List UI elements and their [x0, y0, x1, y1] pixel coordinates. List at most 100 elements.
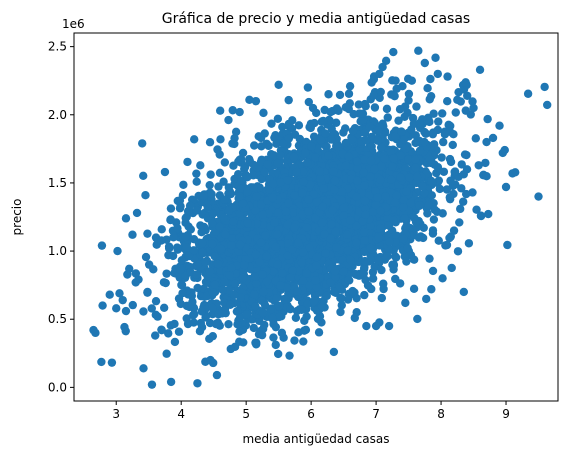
data-point — [462, 150, 471, 160]
data-point — [281, 207, 291, 216]
data-point — [291, 313, 301, 322]
data-point — [435, 184, 445, 194]
data-point — [433, 69, 443, 79]
data-point — [251, 250, 261, 259]
data-point — [206, 170, 215, 179]
data-point — [369, 207, 378, 217]
data-point — [389, 47, 398, 57]
data-point — [501, 182, 511, 192]
data-point — [332, 243, 341, 252]
data-point — [343, 295, 353, 304]
data-point — [329, 347, 339, 357]
data-point — [409, 255, 419, 264]
data-point — [376, 143, 386, 152]
data-point — [189, 135, 199, 144]
data-point — [236, 293, 245, 302]
data-point — [198, 238, 207, 248]
data-point — [330, 266, 340, 276]
data-point — [281, 295, 290, 304]
data-point — [346, 216, 355, 225]
data-point — [471, 134, 480, 143]
data-point — [333, 142, 342, 152]
data-point — [177, 280, 186, 290]
data-point — [261, 231, 270, 240]
data-point — [396, 151, 406, 160]
data-point — [272, 139, 281, 148]
data-point — [391, 253, 401, 262]
data-point — [258, 270, 267, 279]
data-point — [367, 142, 376, 151]
data-point — [256, 238, 266, 247]
data-point — [284, 95, 293, 105]
data-point — [360, 196, 370, 206]
data-point — [447, 263, 456, 273]
data-point — [263, 159, 273, 169]
data-point — [415, 201, 424, 210]
data-point — [311, 276, 320, 285]
data-point — [284, 134, 294, 143]
data-point — [257, 157, 266, 167]
data-point — [391, 132, 400, 141]
data-point — [260, 320, 269, 330]
data-point — [288, 208, 297, 218]
data-point — [373, 255, 383, 265]
data-point — [179, 180, 188, 189]
data-point — [292, 167, 301, 177]
data-point — [235, 337, 244, 346]
data-point — [273, 159, 282, 168]
data-point — [255, 183, 264, 192]
data-point — [164, 250, 173, 260]
data-point — [409, 284, 419, 294]
data-point — [208, 303, 217, 313]
data-point — [238, 199, 248, 208]
y-tick-label: 2.0 — [48, 108, 67, 122]
data-point — [262, 252, 271, 261]
data-point — [249, 289, 259, 299]
data-point — [181, 232, 190, 242]
data-point — [288, 116, 297, 125]
data-point — [316, 135, 326, 145]
data-point — [170, 319, 179, 329]
data-point — [401, 144, 410, 154]
data-point — [307, 142, 316, 151]
data-point — [461, 189, 471, 199]
data-point — [343, 246, 352, 255]
data-point — [389, 261, 399, 270]
data-point — [147, 304, 156, 313]
data-point — [251, 338, 260, 347]
data-point — [271, 340, 280, 350]
data-point — [160, 167, 170, 177]
data-point — [315, 167, 325, 176]
data-point — [418, 182, 427, 191]
data-point — [183, 157, 192, 167]
data-point — [370, 164, 379, 174]
data-point — [442, 185, 452, 194]
data-point — [488, 133, 498, 143]
data-point — [326, 107, 335, 117]
data-point — [337, 187, 347, 197]
data-point — [290, 336, 299, 345]
data-point — [481, 158, 490, 168]
data-point — [349, 109, 358, 119]
data-point — [174, 327, 184, 336]
data-point — [443, 72, 452, 81]
data-point — [311, 153, 320, 162]
data-point — [121, 306, 131, 316]
data-point — [258, 308, 268, 318]
data-point — [420, 188, 429, 198]
data-point — [192, 270, 201, 279]
data-point — [443, 97, 452, 106]
data-point — [294, 238, 303, 247]
data-point — [451, 180, 460, 189]
data-point — [317, 302, 327, 311]
data-point — [224, 319, 233, 329]
data-point — [384, 321, 394, 331]
data-point — [125, 264, 134, 273]
data-point — [107, 358, 117, 367]
data-point — [189, 246, 198, 255]
data-point — [205, 138, 215, 147]
data-point — [360, 99, 370, 109]
data-point — [282, 283, 292, 292]
data-point — [283, 176, 292, 185]
data-point — [278, 139, 288, 148]
